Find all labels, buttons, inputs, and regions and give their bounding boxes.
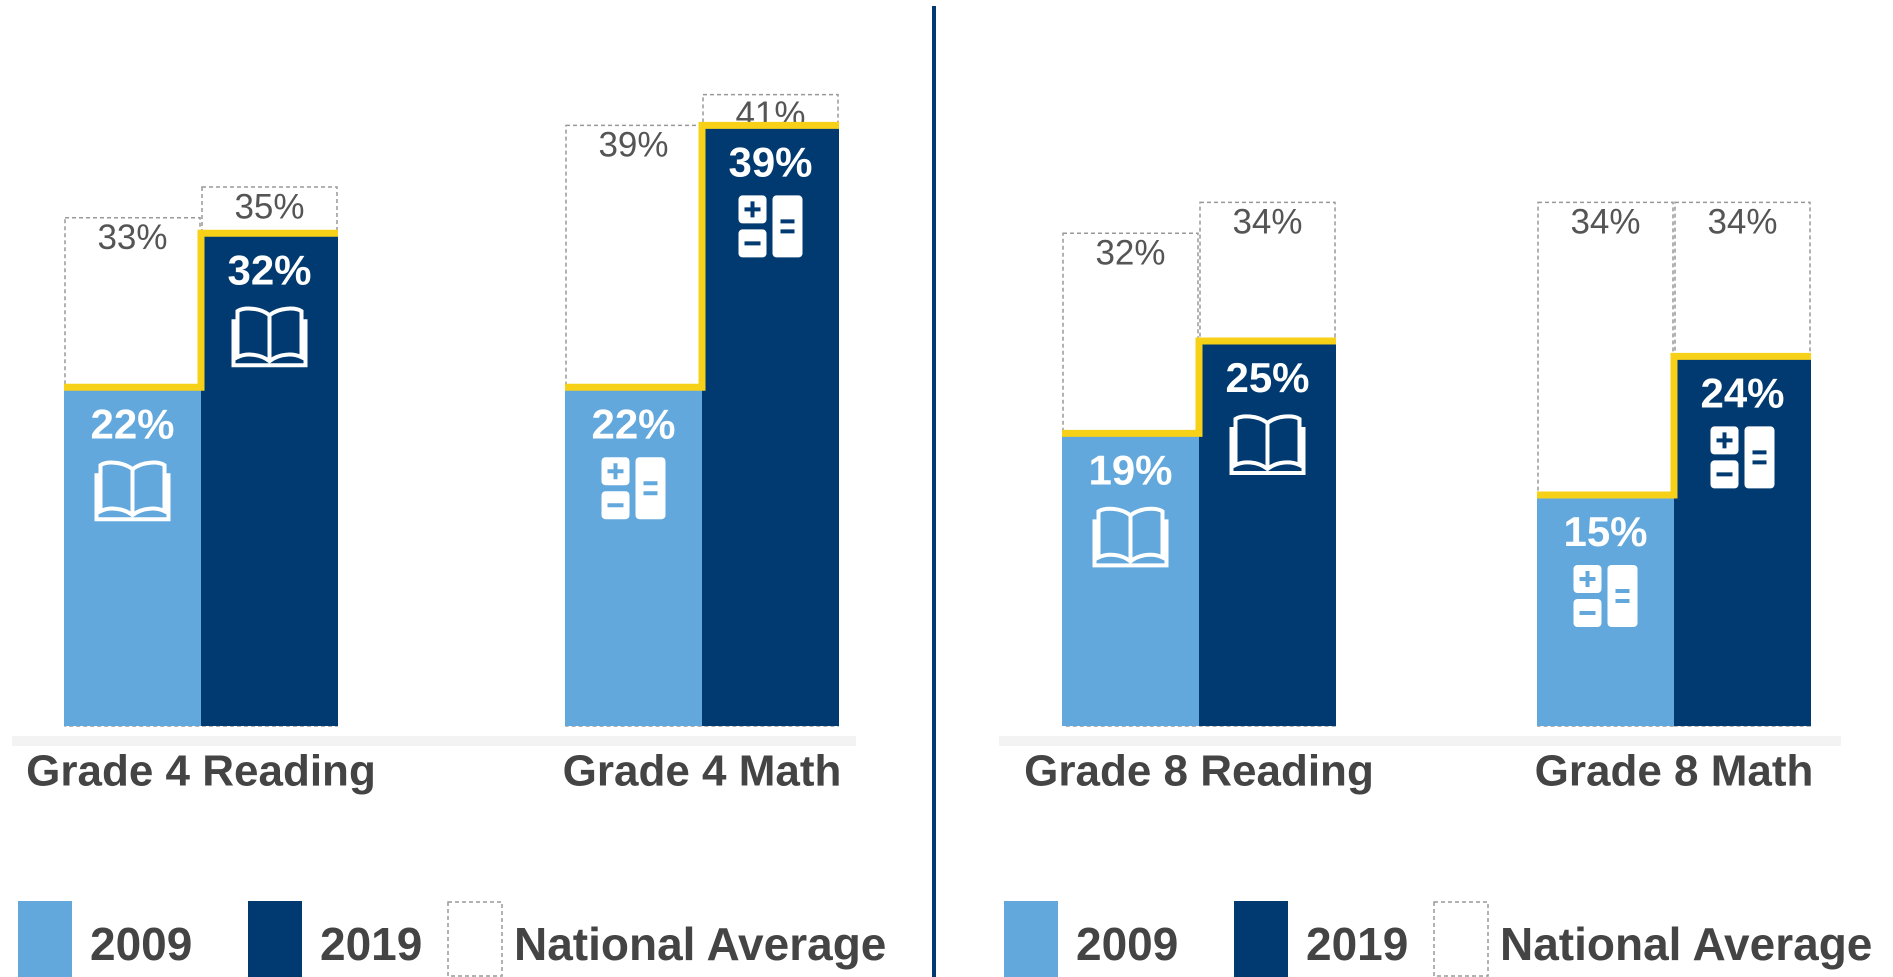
value-label: 32% bbox=[227, 246, 311, 293]
value-label: 15% bbox=[1563, 508, 1647, 555]
x-tick-label: Grade 8 Math bbox=[1535, 747, 1814, 796]
national-average-label: 32% bbox=[1095, 233, 1165, 272]
legend-label: National Average bbox=[1500, 918, 1872, 970]
legend-swatch bbox=[1004, 901, 1058, 977]
legend-label: 2019 bbox=[320, 918, 422, 970]
icon-shape bbox=[1096, 506, 1165, 564]
icon-shape bbox=[1233, 414, 1302, 472]
icon-shape bbox=[1716, 432, 1767, 477]
x-tick-label: Grade 4 Reading bbox=[26, 747, 376, 796]
national-average-label: 35% bbox=[234, 187, 304, 226]
value-label: 22% bbox=[90, 400, 174, 447]
top-line bbox=[565, 121, 839, 391]
icon-shape bbox=[1744, 426, 1775, 489]
national-average-label: 33% bbox=[97, 218, 167, 257]
top-line bbox=[64, 229, 338, 391]
value-label: 22% bbox=[591, 400, 675, 447]
calculator-icon bbox=[1710, 426, 1775, 489]
bar bbox=[1537, 495, 1674, 726]
x-tick-label: Grade 4 Math bbox=[563, 747, 842, 796]
icon-shape bbox=[94, 473, 171, 522]
national-average-label: 34% bbox=[1707, 203, 1777, 242]
national-average-label: 34% bbox=[1232, 203, 1302, 242]
value-label: 24% bbox=[1700, 369, 1784, 416]
calculator-icon bbox=[601, 457, 666, 520]
bar bbox=[201, 233, 338, 726]
legend-label: 2009 bbox=[1076, 918, 1178, 970]
icon-shape bbox=[231, 319, 308, 368]
legend-swatch bbox=[1234, 901, 1288, 977]
national-average-label: 34% bbox=[1570, 203, 1640, 242]
x-tick-label: Grade 8 Reading bbox=[1024, 747, 1374, 796]
calculator-icon bbox=[738, 195, 803, 258]
legend-swatch bbox=[248, 901, 302, 977]
bar bbox=[565, 387, 702, 726]
legend-swatch bbox=[18, 901, 72, 977]
legend-label: 2009 bbox=[90, 918, 192, 970]
icon-shape bbox=[607, 463, 658, 508]
legend-label: 2019 bbox=[1306, 918, 1408, 970]
bar bbox=[64, 387, 201, 726]
icon-shape bbox=[744, 201, 795, 246]
top-line bbox=[1062, 337, 1336, 437]
top-line bbox=[1537, 352, 1811, 499]
value-label: 25% bbox=[1225, 354, 1309, 401]
bar bbox=[1199, 341, 1336, 726]
ground bbox=[12, 736, 856, 746]
legend-swatch bbox=[1433, 901, 1489, 977]
book-icon bbox=[1229, 414, 1306, 475]
bar bbox=[702, 125, 839, 726]
book-icon bbox=[94, 460, 171, 522]
icon-shape bbox=[235, 306, 304, 364]
icon-shape bbox=[1607, 565, 1638, 627]
value-label: 19% bbox=[1088, 446, 1172, 493]
legend-label: National Average bbox=[514, 918, 886, 970]
value-label: 39% bbox=[728, 138, 812, 185]
bar bbox=[1674, 356, 1811, 726]
icon-shape bbox=[1092, 519, 1169, 568]
icon-shape bbox=[1229, 427, 1306, 475]
icon-shape bbox=[1579, 571, 1630, 615]
ground bbox=[999, 736, 1841, 746]
calculator-icon bbox=[1573, 565, 1638, 627]
book-icon bbox=[231, 306, 308, 368]
legend-swatch bbox=[447, 901, 503, 977]
icon-shape bbox=[635, 457, 666, 520]
bar bbox=[1062, 433, 1199, 726]
icon-shape bbox=[772, 195, 803, 258]
national-average-label: 39% bbox=[598, 126, 668, 165]
book-icon bbox=[1092, 506, 1169, 568]
icon-shape bbox=[98, 460, 167, 518]
